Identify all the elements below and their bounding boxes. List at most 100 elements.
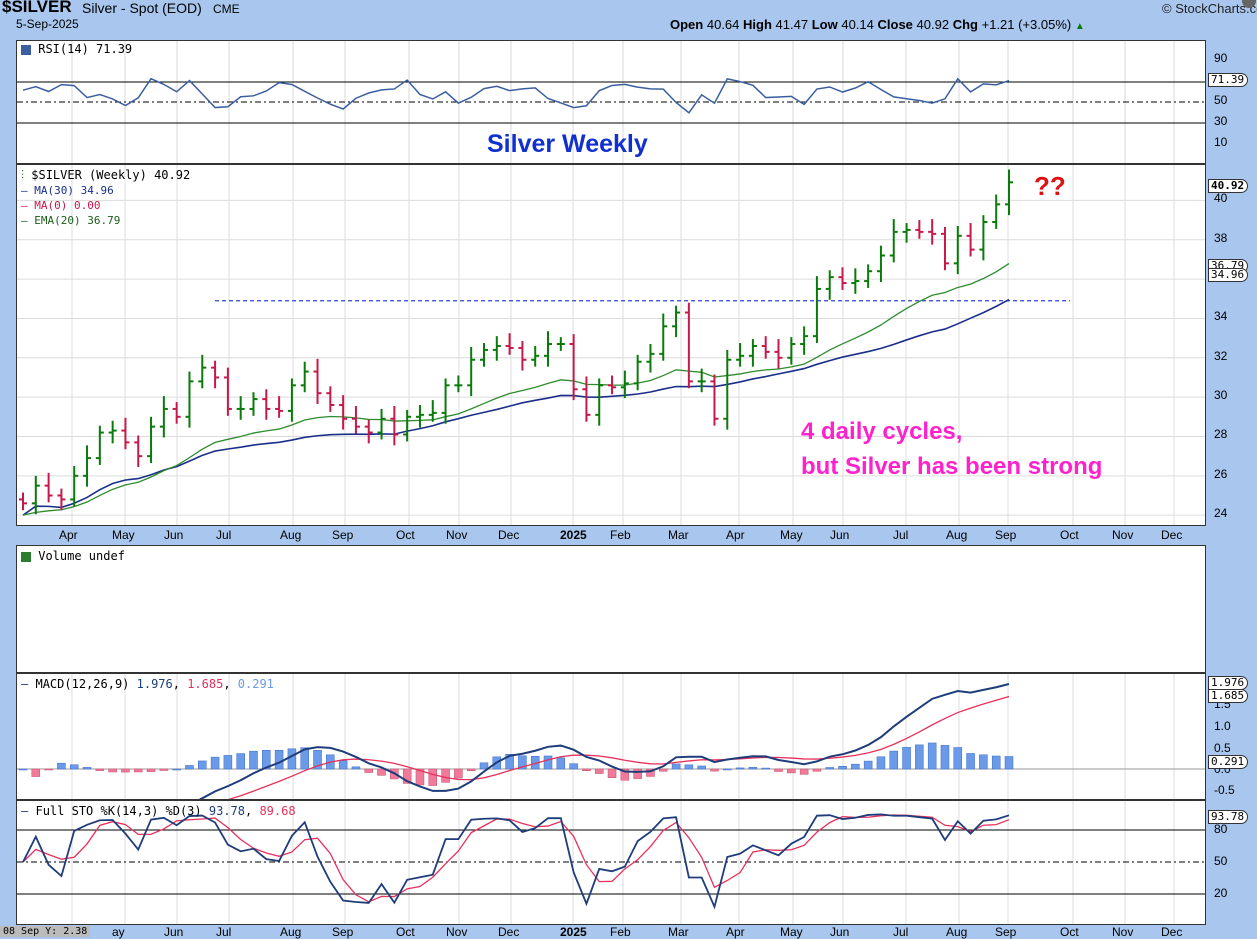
price-bar (57, 488, 66, 511)
price-bar (313, 358, 322, 405)
x-label-top: May (112, 528, 135, 542)
price-tick-34: 34 (1214, 309, 1228, 324)
macd-hist-bar (633, 768, 642, 779)
sto-d-line (22, 814, 1010, 903)
x-label-top: Dec (498, 528, 520, 542)
x-label-top: Sep (332, 528, 354, 542)
price-bar (236, 396, 245, 420)
macd-tag-1: 1.976 (1208, 676, 1249, 690)
macd-hist-bar (697, 765, 706, 770)
price-bar (928, 219, 937, 245)
price-bar (275, 396, 284, 418)
price-bar (441, 378, 450, 424)
macd-v3: 0.291 (237, 677, 274, 691)
x-label-top: Oct (396, 528, 415, 542)
macd-hist-bar (812, 768, 822, 772)
price-bar (121, 417, 130, 450)
macd-hist-bar (799, 768, 809, 775)
macd-hist-bar (351, 766, 361, 770)
x-label-bottom: Oct (396, 925, 415, 939)
macd-hist-bar (556, 757, 566, 770)
sto-value-tag: 93.78 (1208, 810, 1249, 824)
macd-hist-bar (18, 768, 28, 771)
price-bar (825, 270, 834, 300)
price-bar (211, 360, 220, 389)
settings-icon[interactable] (1242, 0, 1256, 8)
price-bar (582, 376, 591, 422)
price-bar (979, 215, 988, 261)
macd-v2: 1.685 (187, 677, 224, 691)
price-bar (812, 276, 821, 344)
x-label-top: Apr (726, 528, 745, 542)
sto-tick-20: 20 (1214, 886, 1228, 900)
x-label-bottom: Mar (668, 925, 689, 939)
macd-tick-0.5: 0.5 (1214, 741, 1231, 755)
macd-hist-bar (198, 760, 207, 770)
price-bar (262, 389, 271, 420)
macd-tag-2: 1.685 (1208, 689, 1249, 703)
price-tick-28: 28 (1214, 427, 1228, 442)
price-bar (544, 331, 553, 367)
price-bar (95, 425, 104, 465)
macd-hist-bar (915, 744, 924, 770)
macd-hist-bar (262, 750, 271, 770)
brand[interactable]: © StockCharts.com (1162, 1, 1257, 16)
price-bar (351, 405, 360, 434)
macd-hist-bar (364, 768, 373, 773)
price-bar (876, 245, 885, 283)
symbol: $SILVER (2, 0, 72, 16)
sto-d: 89.68 (259, 804, 296, 818)
x-label-top: Nov (1112, 528, 1134, 542)
brand-name: StockCharts.com (1175, 1, 1257, 16)
price-bar (761, 336, 770, 359)
macd-hist-bar (723, 768, 732, 771)
instrument-name: Silver - Spot (EOD) (82, 0, 202, 16)
rsi-panel[interactable]: RSI(14) 71.39 Silver Weekly (16, 40, 1206, 164)
macd-v1: 1.976 (136, 677, 173, 691)
volume-icon (21, 551, 31, 562)
price-bar (608, 375, 617, 395)
price-bar (108, 420, 117, 444)
macd-hist-bar (133, 768, 143, 773)
price-bar (672, 305, 681, 338)
rsi-tick-30: 30 (1214, 114, 1228, 128)
macd-hist-bar (889, 750, 899, 770)
x-label-top: Apr (59, 528, 78, 542)
volume-panel[interactable]: Volume undef (16, 545, 1206, 673)
macd-hist-bar (31, 768, 41, 777)
price-bar (646, 344, 655, 373)
macd-legend: — MACD(12,26,9) 1.976, 1.685, 0.291 (21, 677, 274, 691)
legend-ema-text: EMA(20) 36.79 (34, 214, 121, 227)
macd-hist-bar (185, 765, 194, 770)
x-label-bottom: 2025 (560, 925, 587, 939)
price-bar (172, 402, 181, 424)
x-label-bottom: Dec (498, 925, 520, 939)
price-bar (428, 400, 437, 422)
price-panel[interactable]: ⫶ $SILVER (Weekly) 40.92 — MA(30) 34.96 … (16, 164, 1206, 526)
price-bar (774, 339, 783, 369)
x-label-top: Mar (668, 528, 689, 542)
macd-hist-bar (428, 768, 438, 786)
macd-hist-bar (300, 747, 309, 770)
price-bar (339, 395, 348, 430)
price-bar (838, 267, 847, 290)
price-tick-32: 32 (1214, 348, 1228, 363)
open-value: 40.64 (706, 17, 740, 32)
price-bar (479, 343, 488, 367)
macd-panel[interactable]: — MACD(12,26,9) 1.976, 1.685, 0.291 (16, 673, 1206, 800)
x-label-bottom: Aug (946, 925, 968, 939)
macd-legend-prefix: MACD(12,26,9) (35, 677, 130, 691)
macd-hist-bar (313, 750, 322, 770)
legend-ma0: — MA(0) 0.00 (21, 199, 101, 212)
macd-hist-bar (838, 765, 847, 770)
ma30-value-tag: 34.96 (1208, 268, 1249, 282)
macd-hist-bar (863, 760, 873, 770)
sto-panel[interactable]: — Full STO %K(14,3) %D(3) 93.78, 89.68 (16, 800, 1206, 925)
x-label-top: Jun (164, 528, 184, 542)
price-bar (531, 345, 540, 367)
price-bar (300, 361, 309, 393)
x-label-bottom: ay (112, 925, 125, 939)
macd-hist-bar (607, 768, 617, 778)
price-bar (1005, 169, 1013, 216)
price-tick-38: 38 (1214, 230, 1228, 245)
